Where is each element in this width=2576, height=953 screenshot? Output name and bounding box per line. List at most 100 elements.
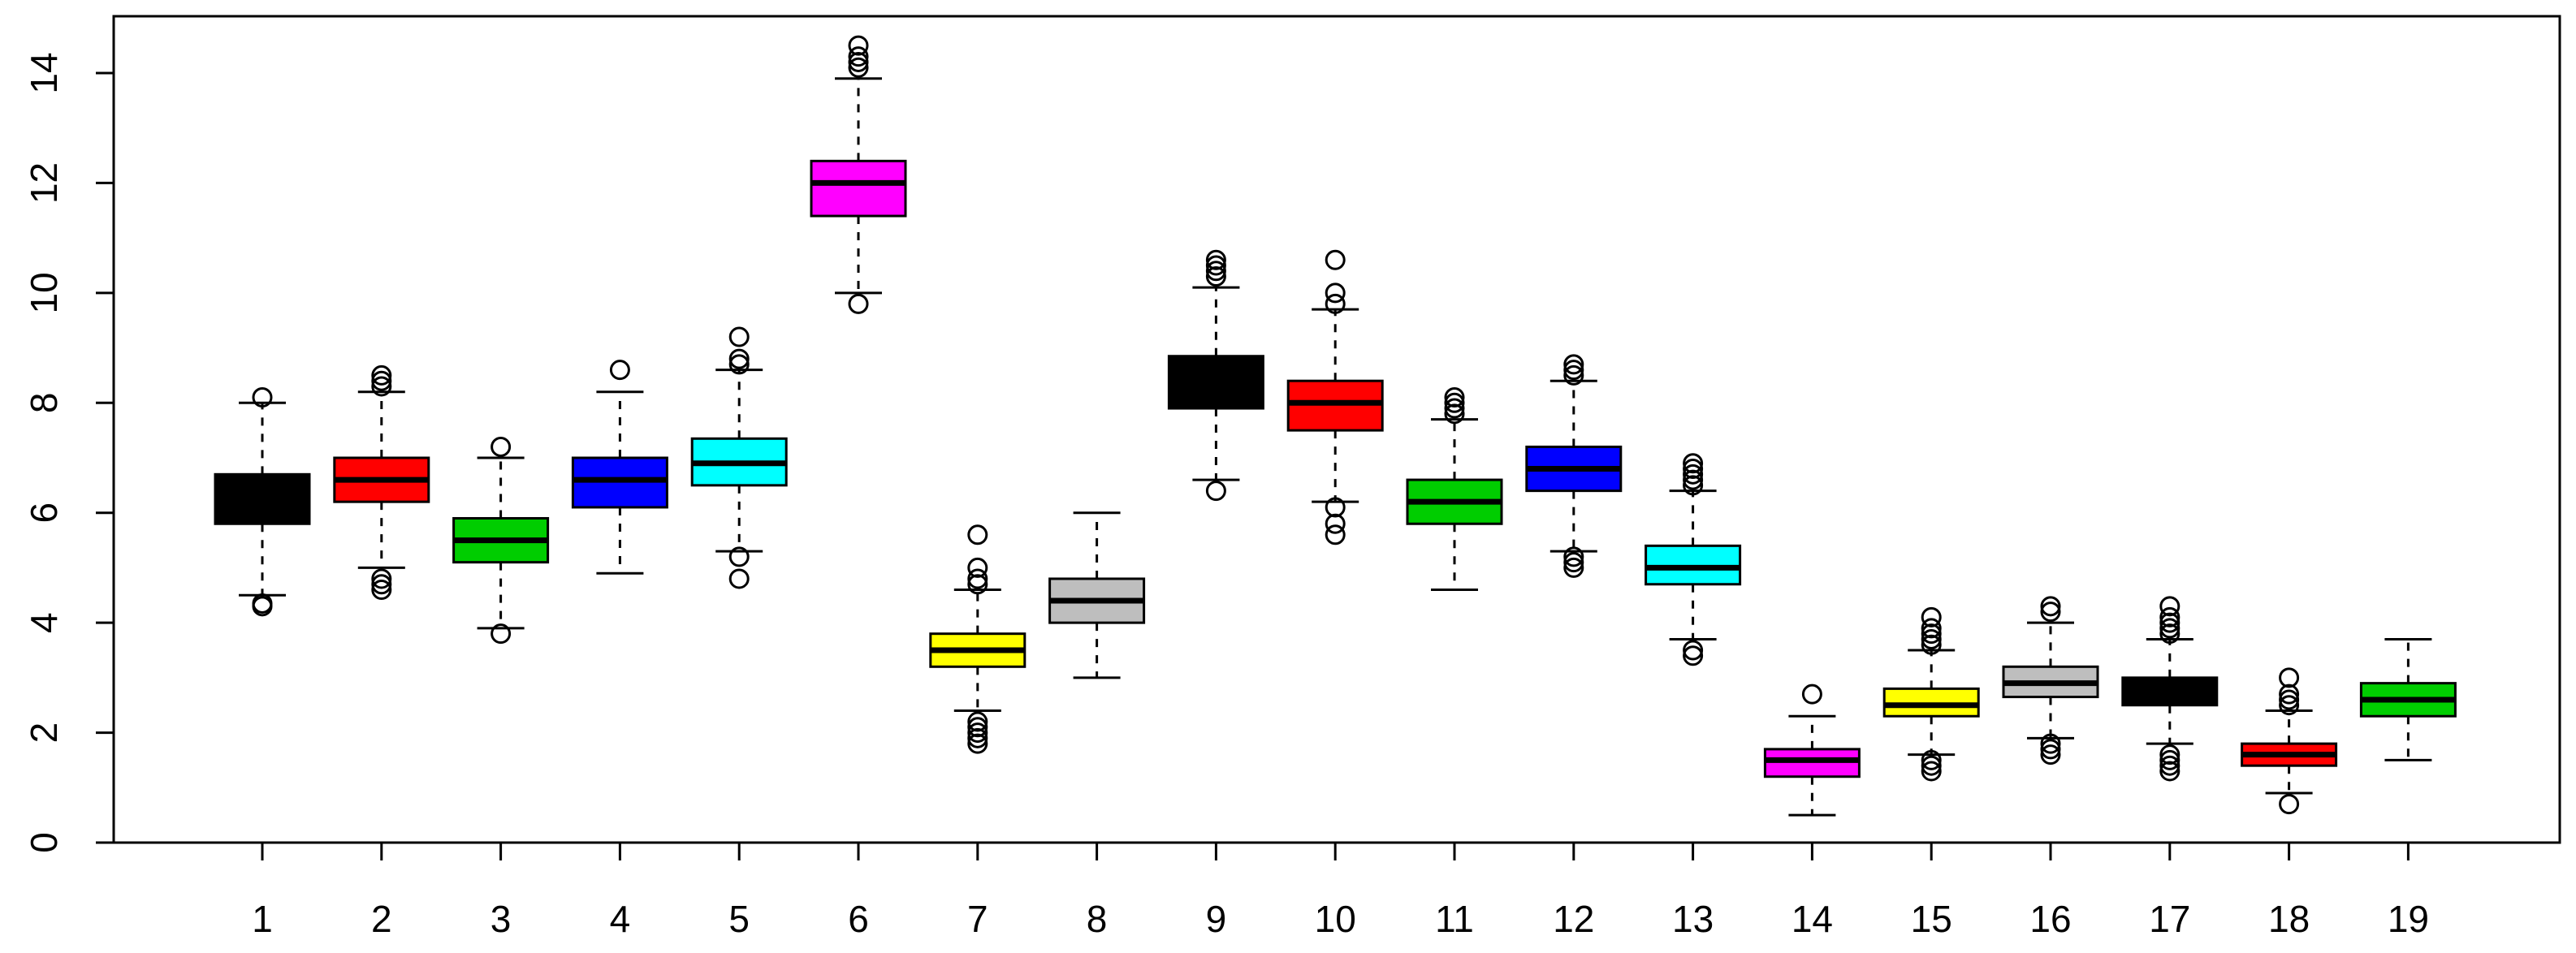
outlier-point <box>1683 464 1704 485</box>
x-tick-label: 16 <box>2029 898 2071 940</box>
y-tick-label: 2 <box>23 722 65 744</box>
x-tick-label: 13 <box>1672 898 1714 940</box>
outlier-point <box>728 568 750 589</box>
x-tick-label: 3 <box>491 898 512 940</box>
outlier-point <box>728 348 750 369</box>
outlier-point <box>1683 469 1704 490</box>
outlier-point <box>967 722 988 744</box>
box-group <box>214 387 311 617</box>
outlier-point <box>1683 640 1704 661</box>
box-group <box>929 524 1027 754</box>
outlier-point <box>1683 453 1704 474</box>
outlier-point <box>2279 689 2300 710</box>
outlier-point <box>371 370 392 391</box>
outlier-point <box>1921 628 1942 649</box>
outlier-point <box>491 623 512 645</box>
box-group <box>1882 606 1980 782</box>
outlier-point <box>848 293 869 314</box>
y-tick-label: 4 <box>23 612 65 633</box>
x-tick-label: 12 <box>1553 898 1594 940</box>
box-group <box>1763 683 1861 817</box>
outlier-point <box>1801 683 1822 705</box>
outlier-point <box>252 593 273 614</box>
outlier-point <box>2159 744 2181 765</box>
box-iqr <box>1167 355 1264 410</box>
outlier-point <box>1563 354 1584 375</box>
outlier-point <box>1325 497 1346 518</box>
outlier-point <box>491 436 512 457</box>
outlier-point <box>2159 761 2181 782</box>
outlier-point <box>1921 761 1942 782</box>
x-tick-label: 6 <box>848 898 869 940</box>
box-group <box>1406 387 1503 592</box>
outlier-point <box>2159 749 2181 770</box>
outlier-point <box>1683 459 1704 480</box>
outlier-point <box>1921 606 1942 627</box>
outlier-point <box>1205 261 1226 282</box>
outlier-point <box>1205 255 1226 276</box>
outlier-point <box>371 568 392 589</box>
x-tick-label: 9 <box>1206 898 1227 940</box>
outlier-point <box>1325 293 1346 314</box>
outlier-point <box>848 46 869 67</box>
y-tick-label: 8 <box>23 392 65 413</box>
y-tick-label: 10 <box>23 272 65 313</box>
outlier-point <box>2159 623 2181 645</box>
x-tick-label: 8 <box>1087 898 1108 940</box>
y-tick-label: 0 <box>23 832 65 853</box>
outlier-point <box>1205 481 1226 502</box>
outlier-point <box>1683 645 1704 666</box>
outlier-point <box>1921 634 1942 655</box>
outlier-point <box>728 546 750 567</box>
outlier-point <box>848 57 869 78</box>
outlier-point <box>967 717 988 738</box>
outlier-point <box>2040 739 2061 760</box>
outlier-point <box>848 35 869 56</box>
outlier-point <box>2159 618 2181 639</box>
outlier-point <box>371 580 392 601</box>
outlier-point <box>2040 596 2061 617</box>
x-tick-label: 17 <box>2149 898 2190 940</box>
box-group <box>810 35 907 314</box>
x-tick-label: 15 <box>1911 898 1952 940</box>
box-group <box>2121 596 2219 782</box>
box-group <box>1286 249 1384 545</box>
boxes-layer <box>214 35 2457 817</box>
outlier-point <box>1921 618 1942 639</box>
outlier-point <box>252 387 273 408</box>
y-tick-label: 12 <box>23 162 65 204</box>
outlier-point <box>728 354 750 375</box>
box-group <box>1167 249 1264 502</box>
outlier-point <box>1921 623 1942 645</box>
x-tick-label: 7 <box>967 898 988 940</box>
outlier-point <box>1444 392 1465 413</box>
outlier-point <box>2040 602 2061 623</box>
outlier-point <box>728 326 750 347</box>
y-tick-label: 6 <box>23 502 65 524</box>
outlier-point <box>371 364 392 386</box>
outlier-point <box>2159 755 2181 776</box>
outlier-point <box>1563 546 1584 567</box>
box-group <box>1048 511 1146 679</box>
outlier-point <box>967 524 988 545</box>
outlier-point <box>2159 606 2181 627</box>
box-group <box>2241 667 2338 815</box>
outlier-point <box>2279 667 2300 688</box>
outlier-point <box>1563 364 1584 386</box>
outlier-point <box>848 51 869 72</box>
outlier-point <box>967 557 988 578</box>
outlier-point <box>967 711 988 732</box>
outlier-point <box>1444 387 1465 408</box>
y-tick-label: 14 <box>23 52 65 93</box>
outlier-point <box>2279 695 2300 716</box>
outlier-point <box>1683 475 1704 496</box>
outlier-point <box>2159 596 2181 617</box>
x-tick-label: 14 <box>1792 898 1833 940</box>
outlier-point <box>1205 249 1226 270</box>
outlier-point <box>967 727 988 748</box>
x-tick-label: 4 <box>610 898 631 940</box>
outlier-point <box>1563 360 1584 381</box>
x-tick-label: 18 <box>2268 898 2310 940</box>
outlier-point <box>371 376 392 397</box>
box-group <box>1645 453 1742 666</box>
